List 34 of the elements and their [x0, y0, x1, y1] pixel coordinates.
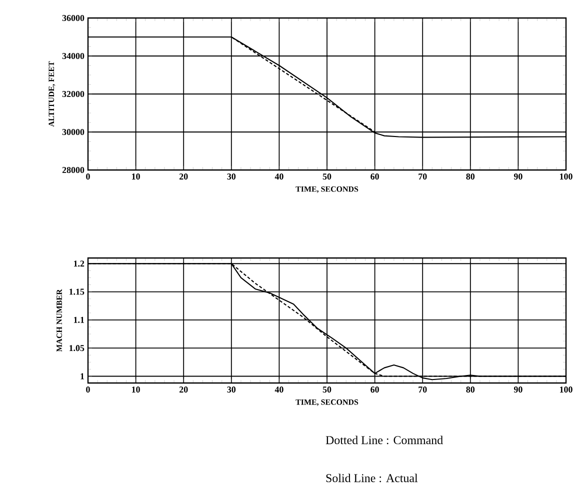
x-tick-label: 0 — [86, 174, 90, 180]
x-tick-label: 100 — [560, 386, 572, 393]
y-tick-label: 1.1 — [74, 316, 84, 323]
x-tick-label: 50 — [322, 386, 332, 393]
y-tick-label: 1.15 — [70, 288, 84, 295]
text: Dotted Line : Command — [326, 436, 443, 444]
x-tick-label: 10 — [132, 386, 140, 393]
x-tick-label: 70 — [418, 174, 427, 180]
x-tick-label: 60 — [370, 174, 379, 180]
x-tick-label: 60 — [370, 386, 379, 393]
x-tick-label: 30 — [227, 386, 236, 393]
x-tick-label: 80 — [466, 174, 475, 180]
text: Solid Line : Actual — [326, 474, 418, 482]
x-tick-label: 20 — [179, 174, 188, 180]
y-tick-label: 28000 — [62, 166, 84, 174]
y-tick-label: 34000 — [62, 52, 84, 60]
y-tick-label: 1 — [80, 373, 84, 380]
y-tick-label: 32000 — [62, 90, 84, 98]
x-tick-label: 10 — [132, 174, 140, 180]
x-tick-label: 80 — [466, 386, 475, 393]
x-tick-label: 20 — [179, 386, 188, 393]
x-tick-label: 0 — [86, 386, 90, 393]
x-tick-label: 50 — [322, 174, 332, 180]
y-tick-label: 1.2 — [74, 260, 84, 267]
y-tick-label: 30000 — [62, 128, 84, 136]
x-tick-label: 40 — [274, 174, 284, 180]
x-tick-label: 100 — [560, 174, 572, 180]
x-tick-label: 90 — [514, 174, 522, 180]
y-tick-label: 36000 — [62, 14, 84, 22]
x-tick-label: 70 — [418, 386, 427, 393]
x-tick-label: 40 — [274, 386, 284, 393]
x-tick-label: 30 — [227, 174, 236, 180]
y-tick-label: 1.05 — [70, 345, 84, 352]
x-tick-label: 90 — [514, 386, 522, 393]
